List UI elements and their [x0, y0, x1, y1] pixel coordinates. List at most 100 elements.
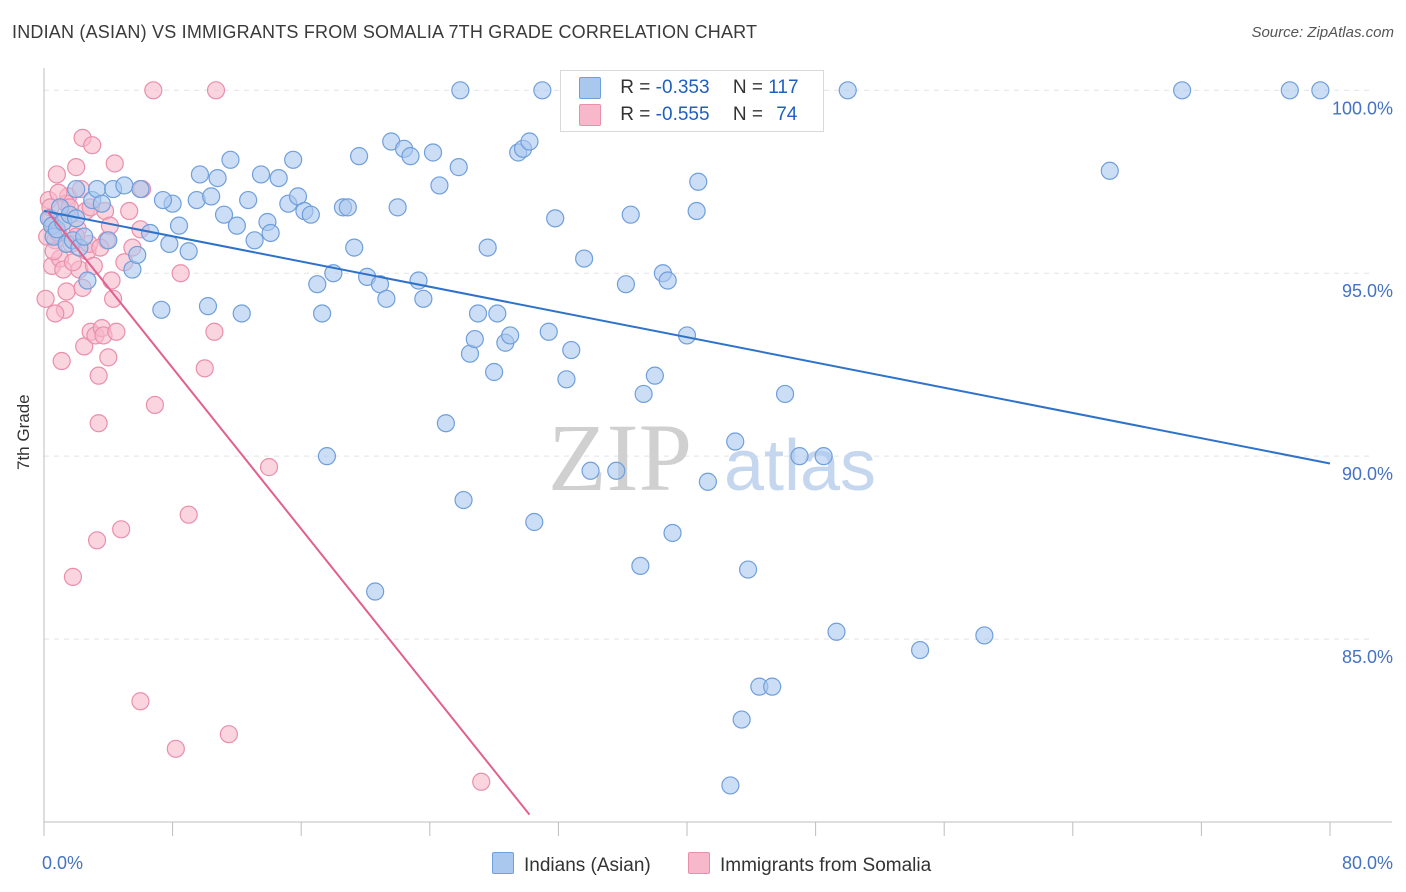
indian-point [488, 304, 507, 323]
watermark-atlas: atlas [724, 426, 876, 506]
gridlines [44, 89, 1370, 640]
somalia-point [107, 322, 126, 341]
indian-point [301, 205, 320, 224]
indian-point [338, 198, 357, 217]
indian-point [436, 414, 455, 433]
indian-point [616, 275, 636, 294]
indian-point [67, 179, 86, 199]
indian-point [525, 512, 544, 532]
indian-point [202, 187, 221, 206]
indian-point [317, 447, 337, 466]
series-legend-somalia: Immigrants from Somalia [688, 852, 931, 877]
indian-point [245, 231, 264, 250]
series-legend-indian: Indians (Asian) [492, 852, 651, 877]
indian-point [451, 81, 470, 100]
indian-point [539, 322, 558, 341]
y-tick-label: 85.0% [1342, 647, 1393, 667]
indian-point [308, 275, 327, 294]
legend-r-label: R = [620, 104, 651, 126]
indian-point [152, 300, 171, 319]
chart-title: INDIAN (ASIAN) VS IMMIGRANTS FROM SOMALI… [12, 22, 758, 42]
indian-point [366, 582, 385, 601]
indian-point [775, 384, 795, 404]
indian-point [465, 329, 484, 349]
legend-n-value: 74 [776, 104, 798, 126]
indian-point [645, 366, 664, 385]
somalia-point [144, 81, 163, 100]
indian-point [153, 190, 173, 210]
series-label-indian: Indians (Asian) [524, 855, 651, 876]
indian-point [1100, 161, 1119, 180]
indian-point [454, 490, 473, 510]
indian-point [546, 209, 565, 228]
somalia-point [179, 505, 198, 524]
indian-point [1280, 81, 1299, 100]
series-swatch-pink [688, 852, 710, 874]
somalia-point [67, 158, 86, 177]
indian-point [485, 362, 504, 382]
stats-legend: R = -0.353 N = 117 R = -0.555 N = 74 [560, 70, 824, 132]
somalia-point [87, 531, 107, 550]
indian-point [232, 304, 251, 323]
indian-point [179, 242, 198, 261]
legend-n-label: N = [732, 104, 763, 126]
indian-point [631, 556, 650, 576]
trend-line [43, 210, 1331, 465]
somalia-point [89, 414, 108, 433]
indian-point [732, 710, 751, 729]
indian-point [75, 227, 94, 246]
indian-point [423, 143, 443, 162]
somalia-point [112, 520, 131, 539]
indian-point [533, 81, 552, 100]
indian-point [99, 231, 118, 250]
legend-r-value: -0.555 [655, 104, 710, 126]
indian-point [501, 326, 520, 345]
somalia-point [83, 136, 102, 155]
somalia-point [104, 289, 123, 308]
indian-point [634, 384, 653, 404]
indian-point [621, 205, 640, 224]
axes [43, 68, 1392, 836]
indian-point [689, 172, 708, 191]
somalia-point [47, 165, 66, 184]
indian-point [557, 370, 576, 389]
indian-point [312, 304, 332, 323]
trend-line [46, 210, 531, 816]
somalia-point [52, 351, 71, 371]
indian-point [581, 461, 600, 480]
somalia-point [57, 282, 76, 301]
indian-point [814, 447, 833, 466]
indian-point [687, 201, 706, 221]
somalia-point [63, 567, 83, 586]
source-note: Source: ZipAtlas.com [1251, 24, 1394, 41]
legend-row-indian: R = -0.353 N = 117 [579, 77, 799, 99]
indian-point [763, 677, 782, 696]
indian-point [562, 340, 581, 360]
somalia-point [99, 348, 118, 367]
legend-r-value: -0.353 [655, 77, 710, 99]
indian-point [827, 622, 846, 641]
indian-point [658, 271, 677, 290]
somalia-point [166, 739, 185, 758]
indian-point [575, 249, 594, 268]
somalia-point [36, 289, 55, 308]
indian-point [520, 132, 539, 151]
indian-point [198, 297, 218, 316]
x-tick-label: 0.0% [42, 853, 83, 873]
indian-point [208, 168, 227, 188]
series-label-somalia: Immigrants from Somalia [720, 855, 932, 876]
watermark-zip: ZIP [548, 404, 692, 511]
indian-point [910, 640, 930, 660]
indian-point [975, 626, 994, 645]
indian-point [738, 560, 758, 579]
legend-swatch-pink [579, 104, 601, 126]
somalia-point [205, 322, 224, 341]
indian-point [345, 238, 364, 257]
indian-point [388, 198, 407, 217]
somalia-point [145, 395, 165, 415]
trend-lines [43, 210, 1331, 816]
tick-labels: 85.0% 90.0% 95.0% 100.0% 0.0% 80.0% [42, 98, 1393, 873]
y-tick-label: 100.0% [1332, 98, 1393, 118]
indian-point [430, 176, 449, 195]
indian-point [78, 271, 97, 290]
